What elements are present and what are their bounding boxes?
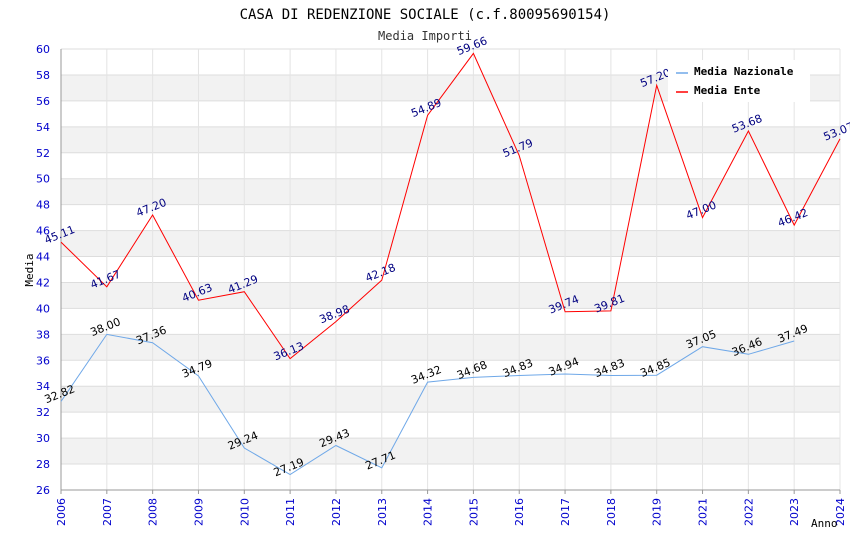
y-tick-label: 40	[36, 302, 50, 315]
legend: Media Nazionale Media Ente	[668, 60, 810, 102]
data-label-media-nazionale: 34.32	[409, 363, 443, 387]
grid-band	[61, 178, 840, 205]
axes	[60, 49, 841, 494]
y-tick-label: 58	[36, 69, 50, 82]
y-tick-label: 56	[36, 95, 50, 108]
series-lines	[60, 52, 841, 476]
legend-label-media-ente: Media Ente	[694, 84, 761, 97]
x-tick-label: 2017	[559, 498, 572, 526]
y-tick-label: 34	[36, 380, 50, 393]
grid-band	[61, 386, 840, 413]
x-tick-label: 2014	[422, 498, 435, 526]
y-tick-label: 30	[36, 432, 50, 445]
y-tick-label: 44	[36, 251, 50, 264]
x-tick-label: 2016	[513, 498, 526, 526]
x-tick-label: 2024	[834, 498, 847, 526]
x-tick-label: 2012	[330, 498, 343, 526]
grid-band	[61, 438, 840, 465]
grid-band	[61, 230, 840, 257]
x-tick-label: 2015	[467, 498, 480, 526]
y-tick-label: 46	[36, 225, 50, 238]
x-tick-label: 2011	[284, 498, 297, 526]
grid-bands	[61, 74, 840, 465]
y-tick-label: 26	[36, 484, 50, 497]
legend-label-media-nazionale: Media Nazionale	[694, 65, 794, 78]
grid-band	[61, 334, 840, 361]
x-tick-label: 2018	[605, 498, 618, 526]
x-axis-title: Anno	[811, 517, 838, 530]
chart-title: CASA DI REDENZIONE SOCIALE (c.f.80095690…	[240, 7, 611, 23]
y-tick-label: 42	[36, 276, 50, 289]
x-tick-label: 2019	[651, 498, 664, 526]
chart-subtitle: Media Importi	[378, 29, 472, 43]
x-tick-labels: 2006 2007 2008 2009 2010 2011 2012 2013 2014 2015…	[55, 498, 847, 526]
grid-band	[61, 126, 840, 153]
y-tick-label: 52	[36, 147, 50, 160]
y-axis-title: Media	[23, 253, 36, 286]
x-tick-label: 2006	[55, 498, 68, 526]
legend-box	[668, 60, 810, 102]
y-tick-labels: 26 28 30 32 34 36 38 40 42 44 46 48 50 52 54 56 58 60	[36, 43, 50, 497]
grid-band	[61, 282, 840, 309]
x-tick-label: 2021	[697, 498, 710, 526]
x-tick-label: 2013	[376, 498, 389, 526]
data-label-media-ente: 46.42	[776, 206, 810, 230]
x-tick-label: 2023	[788, 498, 801, 526]
y-tick-label: 36	[36, 354, 50, 367]
y-tick-label: 48	[36, 199, 50, 212]
y-tick-label: 28	[36, 458, 50, 471]
series-line-media-ente	[60, 52, 841, 360]
grid-lines	[60, 48, 841, 491]
y-tick-label: 50	[36, 173, 50, 186]
x-tick-label: 2008	[147, 498, 160, 526]
x-tick-label: 2009	[192, 498, 205, 526]
x-tick-label: 2007	[101, 498, 114, 526]
y-tick-label: 54	[36, 121, 50, 134]
y-tick-label: 32	[36, 406, 50, 419]
data-label-media-nazionale: 34.68	[455, 358, 489, 382]
series-line-media-nazionale	[60, 333, 795, 476]
x-tick-label: 2010	[238, 498, 251, 526]
x-tick-label: 2022	[742, 498, 755, 526]
y-tick-label: 60	[36, 43, 50, 56]
y-tick-label: 38	[36, 328, 50, 341]
